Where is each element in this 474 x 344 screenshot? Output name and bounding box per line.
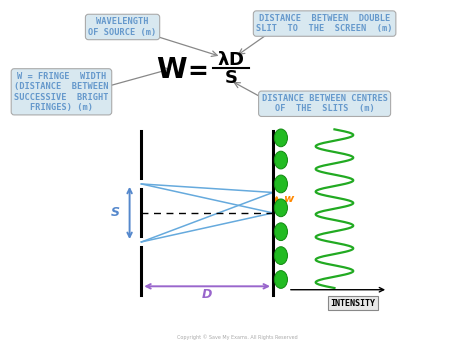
Text: Copyright © Save My Exams. All Rights Reserved: Copyright © Save My Exams. All Rights Re… bbox=[177, 334, 298, 340]
Text: $\mathbf{S}$: $\mathbf{S}$ bbox=[224, 69, 237, 87]
Text: INTENSITY: INTENSITY bbox=[330, 299, 375, 308]
Text: $\mathbf{W}$: $\mathbf{W}$ bbox=[156, 56, 188, 84]
Ellipse shape bbox=[274, 247, 287, 265]
Text: W = FRINGE  WIDTH
(DISTANCE  BETWEEN
SUCCESSIVE  BRIGHT
FRINGES) (m): W = FRINGE WIDTH (DISTANCE BETWEEN SUCCE… bbox=[14, 72, 109, 112]
Text: WAVELENGTH
OF SOURCE (m): WAVELENGTH OF SOURCE (m) bbox=[89, 17, 157, 37]
Text: DISTANCE  BETWEEN  DOUBLE
SLIT  TO  THE  SCREEN  (m): DISTANCE BETWEEN DOUBLE SLIT TO THE SCRE… bbox=[256, 14, 393, 33]
Ellipse shape bbox=[274, 223, 287, 240]
Text: S: S bbox=[111, 206, 120, 219]
Ellipse shape bbox=[274, 271, 287, 288]
Ellipse shape bbox=[274, 199, 287, 217]
Text: D: D bbox=[202, 288, 212, 301]
Ellipse shape bbox=[274, 175, 287, 193]
Text: w: w bbox=[283, 194, 293, 204]
Text: $\mathbf{=}$: $\mathbf{=}$ bbox=[183, 58, 208, 82]
Text: $\mathbf{\lambda D}$: $\mathbf{\lambda D}$ bbox=[217, 51, 244, 69]
Ellipse shape bbox=[274, 151, 287, 169]
Text: DISTANCE BETWEEN CENTRES
OF  THE  SLITS  (m): DISTANCE BETWEEN CENTRES OF THE SLITS (m… bbox=[262, 94, 388, 114]
Ellipse shape bbox=[274, 129, 287, 147]
